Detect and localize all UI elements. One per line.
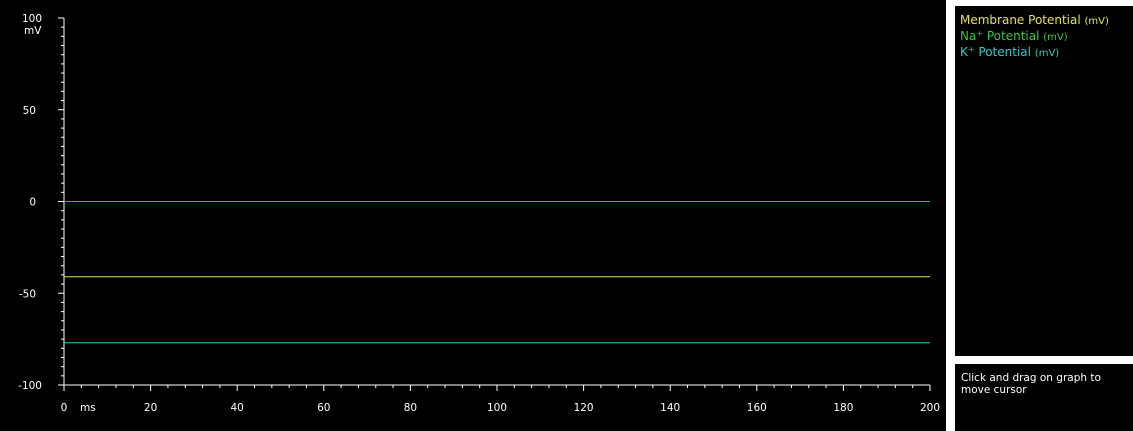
y-tick-label: -50 [19,288,36,300]
graph-panel[interactable]: 100 50 0 -50 -100 mV 0 20 40 60 80 100 120 140 160 180 2… [0,0,946,431]
x-tick-label: 100 [487,402,507,414]
legend-membrane-potential: Membrane Potential (mV) [955,6,1133,29]
x-tick-label: 80 [404,402,417,414]
legend-k-potential: K+ Potential (mV) [955,45,1133,61]
status-panel: Click and drag on graph to move cursor [955,364,1133,431]
voltage-graph[interactable]: 100 50 0 -50 -100 mV 0 20 40 60 80 100 120 140 160 180 2… [0,0,946,431]
legend-na-rest: Potential [983,29,1040,43]
y-tick-label: 0 [29,197,36,209]
legend-membrane-unit: (mV) [1084,16,1109,27]
y-tick-label: -100 [18,380,42,392]
x-tick-label: 60 [317,402,330,414]
y-axis-unit-label: mV [24,25,42,37]
legend-k-sup: + [967,45,975,54]
legend-k-label: K [960,45,968,59]
x-tick-label: 200 [920,402,940,414]
x-axis-unit-label: ms [80,402,96,414]
legend-na-sup: + [976,29,984,38]
status-text: Click and drag on graph to move cursor [961,372,1101,396]
x-tick-label: 180 [833,402,853,414]
legend-membrane-label: Membrane Potential [960,13,1081,27]
legend-na-potential: Na+ Potential (mV) [955,29,1133,45]
x-tick-label: 0 [61,402,68,414]
x-tick-label: 20 [144,402,157,414]
y-tick-label: 100 [22,13,42,25]
legend-na-label: Na [960,29,977,43]
x-tick-label: 160 [747,402,767,414]
legend-na-unit: (mV) [1043,32,1068,43]
x-tick-label: 140 [660,402,680,414]
legend-panel: Membrane Potential (mV) Na+ Potential (m… [955,6,1133,356]
legend-k-unit: (mV) [1034,48,1060,59]
x-tick-label: 120 [574,402,594,414]
x-tick-label: 40 [231,402,244,414]
legend-k-rest: Potential [974,45,1031,59]
y-tick-label: 50 [23,105,36,117]
